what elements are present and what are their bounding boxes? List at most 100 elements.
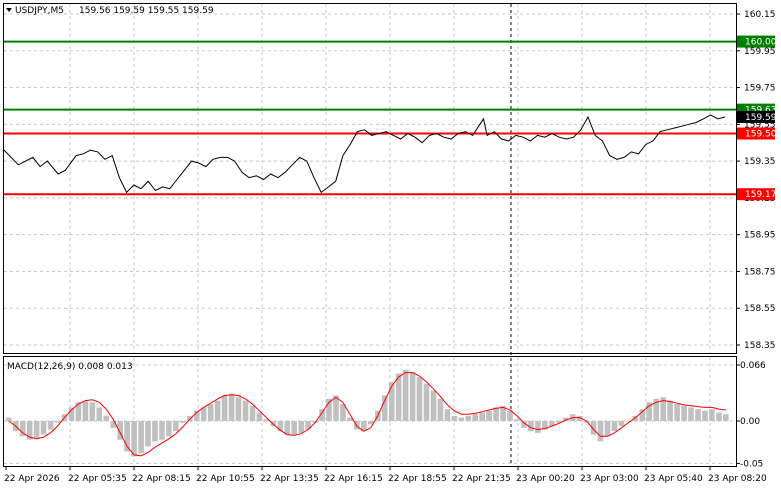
macd-bar [89,402,96,421]
macd-bar [124,421,130,452]
macd-bar [326,398,332,421]
macd-bar [19,421,26,437]
macd-bar [535,421,541,433]
macd-bar [576,415,583,421]
macd-bar [263,419,270,421]
price-axis-label: 158.95 [744,231,776,241]
macd-bar [228,393,235,421]
macd-bar [138,421,144,454]
macd-bar [47,421,54,430]
macd-bar [145,421,151,447]
macd-bar [75,402,82,421]
macd-bar [291,421,297,435]
ohlc-values: 159.56 159.59 159.55 159.59 [79,6,214,16]
macd-panel[interactable] [3,356,737,467]
macd-bar [479,412,485,421]
level-tag-label: 160.00 [745,38,777,48]
macd-bar [611,421,618,432]
macd-bar [333,395,339,421]
level-tag-label: 159.63 [745,106,777,116]
macd-bar [493,407,499,421]
macd-bar [110,421,116,428]
macd-bar [465,415,472,421]
macd-bar [381,395,388,421]
level-tag-box [737,127,775,140]
dropdown-arrow-icon[interactable] [6,8,12,12]
macd-bar [131,421,137,457]
macd-bar [542,421,548,430]
macd-bar [388,382,395,421]
macd-bar [221,395,228,421]
macd-title: MACD(12,26,9) 0.008 0.013 [7,362,133,372]
macd-bar [688,407,694,421]
current-price-tag-box [737,110,775,123]
macd-bar [507,410,513,421]
level-tag-box [737,188,775,201]
macd-bar [194,410,200,421]
macd-axis-label: 0.00 [740,417,760,427]
macd-bar [583,421,590,423]
macd-bar [702,410,708,421]
macd-bar [430,390,437,421]
macd-bar [667,400,673,421]
time-axis-label: 23 Apr 00:20 [516,474,575,484]
macd-bar [660,397,666,421]
macd-bar [347,417,353,421]
macd-bar [556,421,562,423]
macd-bar [472,414,478,421]
macd-bar [409,371,416,421]
macd-bar [152,421,158,442]
macd-bar [514,419,520,421]
time-axis-label: 22 Apr 08:15 [132,474,191,484]
macd-bar [270,421,277,427]
macd-bar [549,421,555,427]
macd-bar [82,400,89,421]
macd-bar [54,421,61,423]
macd-bar [117,421,123,440]
macd-bar [716,412,722,421]
price-axis-label: 158.55 [744,304,776,314]
macd-bar [207,404,214,421]
macd-bar [562,417,569,421]
macd-bar [214,400,221,421]
macd-bar [40,421,47,435]
price-axis: 160.15159.95159.75159.55159.35159.15158.… [736,10,776,351]
macd-bar [625,421,632,422]
signal-series-line [8,372,726,457]
macd-bar [444,409,451,421]
macd-bar [416,376,423,421]
price-axis-label: 158.75 [744,267,776,277]
price-series-line [3,114,726,194]
time-axis-label: 22 Apr 2026 [4,474,60,484]
macd-bar [173,421,179,432]
macd-bar [437,398,444,421]
time-axis-label: 23 Apr 03:00 [580,474,639,484]
macd-bar [235,397,242,421]
chart-title: USDJPY,M5 [15,6,64,16]
price-axis-label: 160.15 [744,10,776,20]
macd-bar [200,407,207,421]
time-axis-label: 23 Apr 08:20 [708,474,767,484]
macd-bar [159,421,165,440]
macd-bar [6,417,12,421]
macd-bar [458,417,465,421]
macd-bar [723,414,729,421]
macd-bar [395,373,402,421]
macd-bar [180,421,186,423]
time-axis-label: 22 Apr 16:15 [324,474,383,484]
level-tag-label: 159.50 [745,130,777,140]
macd-bar [528,421,534,432]
macd-bar [695,409,701,421]
macd-bar [709,409,715,421]
time-axis-label: 22 Apr 21:35 [452,474,511,484]
macd-bar [604,421,611,437]
macd-signal-line [8,372,726,457]
macd-bar [402,370,409,421]
time-axis: 22 Apr 2026 22 Apr 05:35 22 Apr 08:15 22 Ap… [4,466,767,484]
macd-bar [284,421,291,435]
macd-bar [368,421,374,425]
level-tag-label: 159.17 [745,190,777,200]
main-panel[interactable] [3,3,737,354]
macd-bar [653,398,659,421]
